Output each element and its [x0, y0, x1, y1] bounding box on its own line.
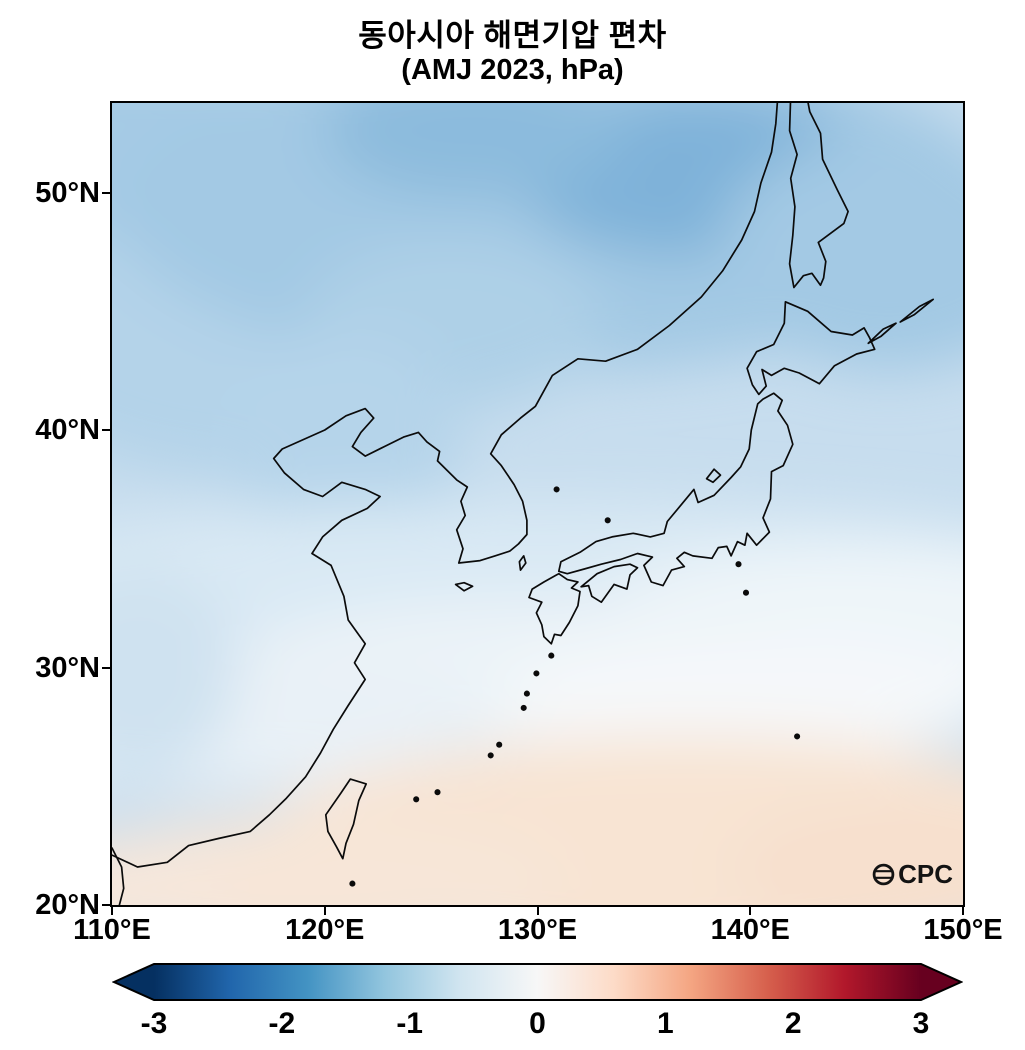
x-tick-mark	[962, 907, 964, 915]
colorbar-tick-label: 2	[784, 1007, 802, 1040]
anomaly-field	[112, 103, 963, 905]
island-dot	[553, 486, 560, 493]
y-tick-mark	[102, 191, 110, 194]
coastline-iturup	[899, 298, 935, 323]
island-dot	[523, 690, 530, 697]
y-tick-mark	[102, 904, 110, 906]
coastline-tsushima	[518, 555, 527, 571]
x-tick-label: 120°E	[285, 914, 365, 946]
coastline-mainland-china-korea-russia	[112, 103, 779, 868]
island-dot	[794, 733, 801, 740]
cpc-logo-text: CPC	[898, 859, 953, 889]
chart-subtitle: (AMJ 2023, hPa)	[401, 54, 624, 86]
colorbar-tick-label: 1	[656, 1007, 674, 1040]
cpc-globe-icon	[872, 863, 895, 885]
colorbar-tick-label: -3	[140, 1007, 168, 1040]
coastline-shikoku	[580, 563, 639, 604]
island-dot	[735, 561, 742, 568]
coastline-kyushu	[528, 572, 581, 645]
colorbar-tick-label: 0	[529, 1007, 546, 1040]
x-tick-label: 130°E	[497, 914, 578, 946]
coastline-leizhou-hainan-fragment	[112, 847, 125, 905]
island-dot	[520, 704, 527, 711]
island-dot	[533, 670, 540, 677]
colorbar-tick-label: -2	[268, 1007, 296, 1040]
island-dot	[349, 880, 356, 887]
x-tick-mark	[323, 907, 326, 915]
chart-title: 동아시아 해면기압 편차	[358, 18, 667, 53]
coastline-hokkaido	[746, 300, 876, 396]
y-tick-label: 50°N	[35, 176, 100, 209]
coastline-kunashiri	[867, 322, 897, 345]
y-tick-mark	[102, 429, 110, 432]
cpc-logo: CPC	[872, 861, 953, 887]
island-dot	[487, 752, 494, 759]
coastline-jeju	[454, 581, 474, 592]
island-dot	[413, 796, 420, 803]
x-tick-label: 150°E	[923, 914, 1003, 946]
map-plot: CPC	[110, 101, 965, 907]
y-tick-label: 40°N	[35, 414, 100, 447]
x-tick-mark	[749, 907, 752, 915]
x-tick-mark	[111, 907, 113, 915]
coastlines	[112, 103, 935, 905]
island-dot	[496, 741, 503, 748]
x-tick-label: 140°E	[710, 914, 790, 946]
x-tick-label: 110°E	[73, 914, 151, 946]
island-dot	[548, 652, 555, 659]
coastline-sakhalin	[788, 103, 849, 289]
colorbar-bar	[112, 963, 963, 1001]
colorbar-tick-label: -1	[396, 1007, 423, 1040]
y-tick-mark	[102, 666, 110, 669]
x-tick-mark	[536, 907, 539, 915]
y-tick-label: 20°N	[35, 889, 100, 921]
map-canvas	[112, 103, 963, 905]
coastline-honshu	[557, 392, 794, 587]
island-dot	[434, 789, 441, 796]
coastline-sado	[705, 468, 722, 484]
colorbar	[112, 963, 963, 1001]
y-tick-label: 30°N	[35, 651, 100, 684]
island-dot	[604, 517, 611, 524]
coastline-taiwan	[324, 778, 368, 860]
island-dot	[742, 589, 750, 596]
colorbar-tick-label: 3	[912, 1007, 930, 1040]
